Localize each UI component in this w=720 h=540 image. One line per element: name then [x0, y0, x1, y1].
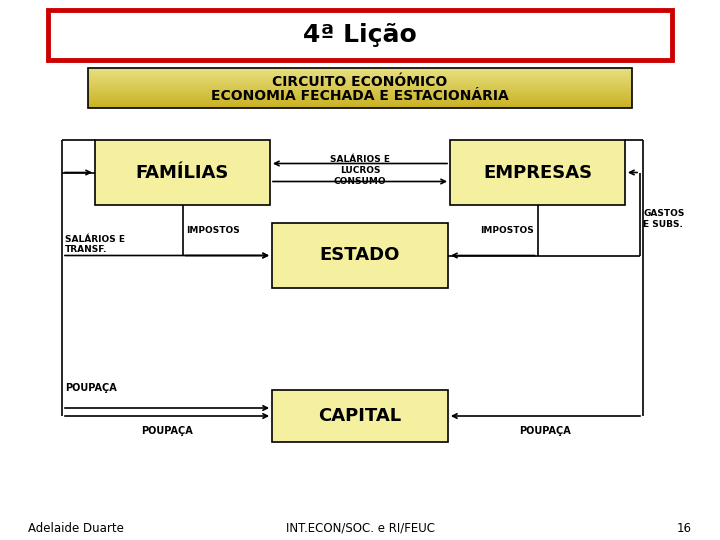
Bar: [88, 72, 632, 74]
Bar: [88, 80, 632, 82]
Bar: [88, 97, 632, 99]
Bar: [88, 99, 632, 100]
Bar: [88, 86, 632, 89]
Text: FAMÍLIAS: FAMÍLIAS: [136, 164, 229, 181]
Text: IMPOSTOS: IMPOSTOS: [186, 226, 240, 235]
Bar: [48, 10, 672, 60]
Bar: [88, 82, 632, 83]
Bar: [88, 73, 632, 75]
Text: POUPAÇA: POUPAÇA: [141, 426, 193, 436]
Text: 16: 16: [677, 522, 692, 535]
Text: POUPAÇA: POUPAÇA: [520, 426, 572, 436]
Bar: [450, 140, 625, 205]
Bar: [88, 68, 632, 108]
Text: EMPRESAS: EMPRESAS: [483, 164, 592, 181]
Bar: [88, 92, 632, 94]
Bar: [272, 390, 448, 442]
Bar: [88, 71, 632, 72]
Text: SALÁRIOS E
LUCROS
CONSUMO: SALÁRIOS E LUCROS CONSUMO: [330, 155, 390, 186]
Bar: [88, 103, 632, 105]
Bar: [88, 76, 632, 78]
Text: Adelaide Duarte: Adelaide Duarte: [28, 522, 124, 535]
Bar: [88, 91, 632, 92]
Text: CAPITAL: CAPITAL: [318, 407, 402, 425]
Text: IMPOSTOS: IMPOSTOS: [480, 226, 534, 235]
Bar: [88, 104, 632, 106]
Text: CIRCUITO ECONÓMICO: CIRCUITO ECONÓMICO: [272, 75, 448, 89]
Bar: [88, 89, 632, 91]
Bar: [272, 223, 448, 288]
Bar: [88, 77, 632, 79]
Text: SALÁRIOS E
TRANSF.: SALÁRIOS E TRANSF.: [65, 235, 125, 254]
Bar: [88, 94, 632, 97]
Text: GASTOS
E SUBS.: GASTOS E SUBS.: [643, 210, 685, 229]
Bar: [88, 93, 632, 95]
Bar: [88, 69, 632, 71]
Bar: [88, 105, 632, 107]
Bar: [88, 75, 632, 77]
Bar: [88, 88, 632, 90]
Bar: [88, 100, 632, 102]
Bar: [88, 84, 632, 86]
Bar: [88, 102, 632, 103]
Text: ECONOMIA FECHADA E ESTACIONÁRIA: ECONOMIA FECHADA E ESTACIONÁRIA: [211, 89, 509, 103]
Text: 4ª Lição: 4ª Lição: [303, 23, 417, 47]
Bar: [95, 140, 270, 205]
Bar: [88, 107, 632, 109]
Bar: [88, 68, 632, 70]
Bar: [88, 83, 632, 84]
Bar: [88, 79, 632, 80]
Text: ESTADO: ESTADO: [320, 246, 400, 265]
Text: INT.ECON/SOC. e RI/FEUC: INT.ECON/SOC. e RI/FEUC: [286, 522, 434, 535]
Text: POUPAÇA: POUPAÇA: [65, 383, 117, 393]
Bar: [88, 96, 632, 98]
Bar: [88, 85, 632, 87]
